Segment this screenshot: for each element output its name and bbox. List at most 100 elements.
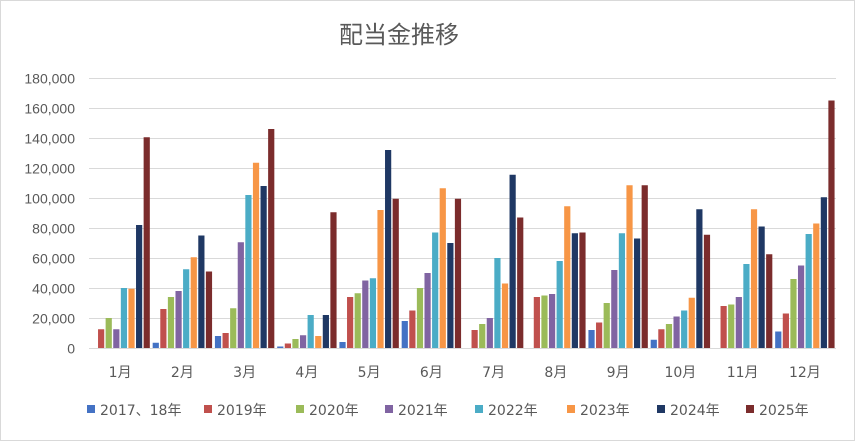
legend: 2017、18年 2019年 2020年 2021年 2022年 2023年 2024年 20… (87, 403, 809, 419)
bar-6-4 (424, 273, 431, 348)
x-category-label: 6月 (420, 365, 443, 381)
bar-8-8 (579, 232, 586, 348)
bar-12-2 (782, 313, 789, 348)
bar-2-5 (183, 269, 190, 348)
bar-2-7 (198, 235, 205, 348)
bar-8-7 (571, 233, 578, 348)
bar-2-3 (167, 297, 175, 348)
bar-10-3 (665, 324, 673, 348)
bar-5-4 (362, 280, 369, 348)
bar-6-8 (454, 198, 462, 348)
bar-11-4 (735, 297, 742, 348)
bar-11-6 (750, 209, 758, 348)
bar-7-5 (494, 258, 501, 348)
bar-5-1 (339, 342, 346, 348)
bar-8-2 (533, 297, 540, 348)
bar-5-3 (354, 293, 361, 348)
bar-4-8 (330, 212, 337, 348)
bar-11-7 (758, 226, 765, 348)
bar-6-3 (416, 288, 424, 348)
y-tick-label: 80,000 (32, 221, 75, 237)
bar-3-1 (214, 336, 222, 348)
bar-1-7 (136, 225, 143, 348)
bar-12-5 (805, 234, 812, 348)
x-category-label: 5月 (358, 365, 381, 381)
bar-1-8 (143, 137, 150, 348)
gridlines (89, 78, 836, 349)
y-axis-tick-labels: 0 20,000 40,000 60,000 80,000 100,000 120,000 1… (24, 71, 75, 357)
bar-9-5 (618, 233, 626, 348)
x-category-label: 11月 (727, 365, 759, 381)
bar-7-4 (486, 318, 493, 348)
legend-swatch (567, 405, 575, 413)
bar-5-2 (347, 297, 354, 348)
bar-8-4 (548, 294, 556, 348)
bar-4-7 (322, 315, 329, 348)
bar-2-8 (205, 271, 213, 348)
y-tick-label: 140,000 (24, 131, 75, 147)
x-category-label: 10月 (664, 365, 696, 381)
bar-5-7 (385, 150, 392, 348)
bar-10-8 (703, 234, 711, 348)
legend-swatch (746, 405, 754, 413)
bar-1-5 (120, 288, 128, 348)
legend-swatch (296, 405, 304, 413)
bar-12-4 (797, 265, 805, 348)
bar-8-5 (556, 261, 563, 348)
legend-label: 2020年 (309, 403, 359, 419)
bar-1-6 (128, 288, 135, 348)
bar-7-8 (517, 217, 524, 348)
bar-1-2 (98, 329, 105, 348)
bar-9-3 (603, 303, 610, 348)
bar-3-3 (230, 308, 237, 348)
bar-3-5 (245, 195, 252, 348)
y-tick-label: 40,000 (32, 281, 75, 297)
x-category-label: 3月 (233, 365, 256, 381)
bar-10-2 (658, 329, 665, 348)
legend-swatch (475, 405, 483, 413)
bar-6-1 (401, 321, 408, 348)
bar-6-6 (439, 188, 446, 348)
legend-label: 2025年 (759, 403, 809, 419)
bar-4-5 (307, 315, 314, 348)
x-category-label: 1月 (109, 365, 132, 381)
legend-swatch (385, 405, 393, 413)
bar-7-7 (509, 174, 516, 348)
bar-11-8 (766, 254, 773, 348)
bar-9-1 (588, 330, 595, 348)
legend-label: 2019年 (217, 403, 267, 419)
bar-3-7 (260, 186, 267, 348)
bar-7-2 (471, 330, 478, 348)
legend-swatch (204, 405, 212, 413)
bar-11-2 (720, 306, 727, 348)
bar-2-1 (152, 342, 159, 348)
y-tick-label: 160,000 (24, 101, 75, 117)
bar-4-6 (315, 336, 322, 348)
bar-5-5 (369, 278, 377, 348)
bar-10-6 (688, 297, 695, 348)
bar-4-3 (292, 339, 299, 348)
y-tick-label: 100,000 (24, 191, 75, 207)
bar-10-4 (673, 316, 680, 348)
bar-8-3 (541, 295, 548, 348)
chart-title: 配当金推移 (339, 21, 459, 49)
legend-label: 2024年 (670, 403, 720, 419)
legend-swatch (657, 405, 665, 413)
legend-label: 2023年 (580, 403, 630, 419)
bar-9-8 (641, 185, 648, 348)
x-category-label: 2月 (171, 365, 194, 381)
y-tick-label: 120,000 (24, 161, 75, 177)
x-category-label: 8月 (544, 365, 567, 381)
bar-4-4 (299, 335, 307, 348)
bar-12-3 (790, 279, 797, 348)
bar-series (98, 100, 835, 348)
bar-12-7 (820, 197, 827, 348)
bar-11-5 (743, 264, 750, 348)
bar-1-3 (105, 318, 112, 348)
bar-5-8 (392, 198, 399, 348)
bar-8-6 (564, 206, 571, 348)
bar-3-8 (268, 129, 275, 348)
bar-6-5 (432, 232, 439, 348)
